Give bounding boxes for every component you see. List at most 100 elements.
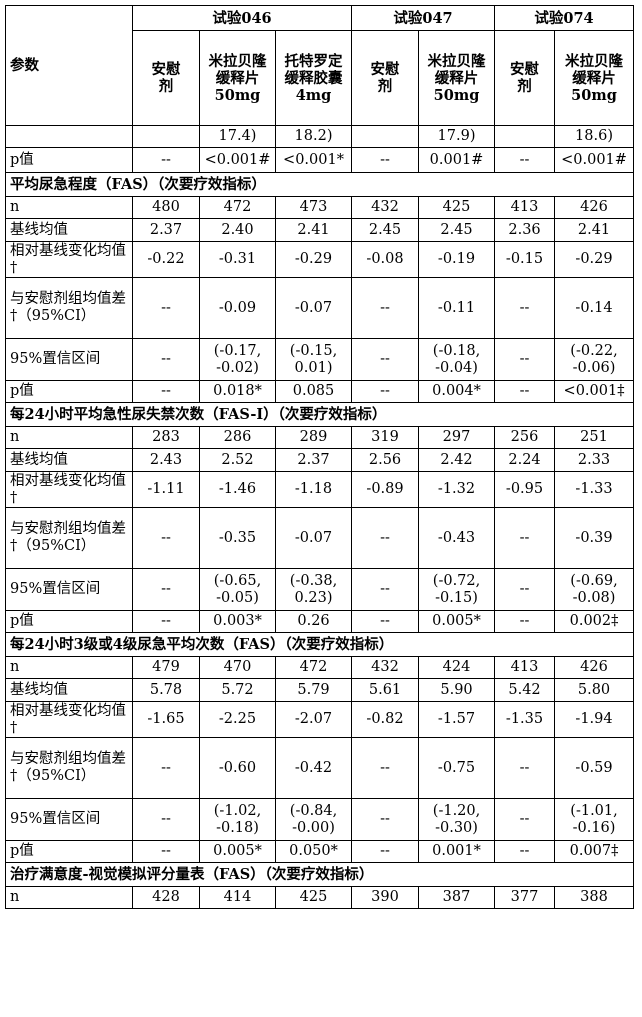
table-cell: (-0.65, -0.05) — [199, 568, 276, 611]
table-row: 95%置信区间 -- (-1.02, -0.18) (-0.84, -0.00) --(… — [5, 798, 635, 841]
table-cell: 388 — [554, 886, 635, 909]
table-cell: 297 — [418, 426, 496, 449]
table-cell: -- — [351, 147, 420, 173]
table-cell: 428 — [132, 886, 200, 909]
arm-header: 米拉贝隆缓释片50mg — [418, 30, 496, 126]
table-cell: (-1.02, -0.18) — [199, 798, 276, 841]
table-cell: 413 — [494, 196, 556, 219]
table-cell: (-0.18, -0.04) — [418, 338, 496, 381]
table-cell: -1.65 — [132, 701, 200, 738]
row-label: p值 — [5, 147, 133, 173]
table-cell: (-0.72, -0.15) — [418, 568, 496, 611]
table-cell: 424 — [418, 656, 496, 679]
table-cell: 319 — [351, 426, 420, 449]
table-cell: 0.050* — [274, 840, 353, 863]
table-cell: -- — [132, 277, 200, 339]
table-cell: 17.4) — [199, 125, 276, 148]
table-cell: -- — [351, 737, 420, 799]
table-cell: 426 — [554, 656, 635, 679]
trial-header: 试验046 — [131, 5, 353, 31]
table-body: 17.4) 18.2) 17.9) 18.6) p值 -- <0.001# <0… — [4, 125, 635, 909]
table-cell: 2.45 — [418, 218, 496, 242]
row-label: n — [5, 656, 133, 679]
table-cell: 251 — [554, 426, 635, 449]
table-cell: -- — [494, 840, 556, 863]
table-cell — [494, 125, 556, 148]
table-cell: -0.29 — [554, 241, 635, 278]
table-cell: -- — [132, 338, 200, 381]
table-cell: -0.09 — [199, 277, 276, 339]
table-cell: 5.78 — [132, 678, 200, 702]
arm-header: 托特罗定缓释胶囊4mg — [274, 30, 353, 126]
table-cell: <0.001‡ — [554, 380, 635, 403]
table-cell: 2.41 — [274, 218, 353, 242]
table-cell: -- — [494, 568, 556, 611]
table-cell: 425 — [418, 196, 496, 219]
table-cell: -0.60 — [199, 737, 276, 799]
table-cell: -2.07 — [274, 701, 353, 738]
table-cell: (-0.38, 0.23) — [274, 568, 353, 611]
row-label: p值 — [5, 610, 133, 633]
table-cell: 2.52 — [199, 448, 276, 472]
table-cell: -- — [494, 610, 556, 633]
table-cell: -0.42 — [274, 737, 353, 799]
row-label: 与安慰剂组均值差†（95%CI） — [5, 737, 133, 799]
table-cell: 2.24 — [494, 448, 556, 472]
table-cell: 377 — [494, 886, 556, 909]
table-cell: -0.59 — [554, 737, 635, 799]
table-cell: -0.19 — [418, 241, 496, 278]
table-cell: 425 — [274, 886, 353, 909]
table-row: n 283 286 289 319 297 256 251 — [5, 426, 635, 449]
table-cell: -- — [351, 840, 420, 863]
table-cell: 5.42 — [494, 678, 556, 702]
table-row: p值 -- <0.001# <0.001* -- 0.001# -- <0.00… — [5, 147, 635, 173]
section-title: 每24小时平均急性尿失禁次数（FAS-I）（次要疗效指标） — [4, 402, 635, 427]
table-cell: (-0.15, 0.01) — [274, 338, 353, 381]
table-cell: -- — [132, 380, 200, 403]
table-cell: 283 — [132, 426, 200, 449]
row-label: n — [5, 196, 133, 219]
table-cell: -- — [132, 798, 200, 841]
table-row: 相对基线变化均值† -1.11 -1.46 -1.18 -0.89 -1.32 -0.95-… — [5, 471, 635, 508]
efficacy-table: 参数 试验046 试验047 试验074 安慰剂 米拉贝隆缓释片50mg 托特罗… — [4, 5, 635, 909]
table-cell: -0.39 — [554, 507, 635, 569]
table-cell: 0.001# — [418, 147, 496, 173]
table-header: 参数 试验046 试验047 试验074 安慰剂 米拉贝隆缓释片50mg 托特罗… — [5, 5, 635, 126]
table-cell: 5.61 — [351, 678, 420, 702]
section-header-row: 治疗满意度-视觉模拟评分量表（FAS）（次要疗效指标） — [4, 862, 635, 887]
table-cell: -- — [132, 507, 200, 569]
table-cell: -- — [132, 147, 200, 173]
table-cell: 414 — [199, 886, 276, 909]
table-cell: 2.33 — [554, 448, 635, 472]
table-cell: 5.90 — [418, 678, 496, 702]
table-cell: 0.005* — [199, 840, 276, 863]
row-label: 95%置信区间 — [5, 338, 133, 381]
table-cell: -- — [494, 798, 556, 841]
table-cell: -0.22 — [132, 241, 200, 278]
table-row: 相对基线变化均值† -0.22 -0.31 -0.29 -0.08 -0.19 -0.15-… — [5, 241, 635, 278]
table-cell: <0.001# — [199, 147, 276, 173]
table-cell — [132, 125, 200, 148]
table-cell: 472 — [274, 656, 353, 679]
table-cell: 0.018* — [199, 380, 276, 403]
table-cell: -2.25 — [199, 701, 276, 738]
table-cell: -- — [351, 338, 420, 381]
table-cell: 480 — [132, 196, 200, 219]
table-cell: -- — [351, 507, 420, 569]
table-cell: -1.57 — [418, 701, 496, 738]
table-cell: 432 — [351, 656, 420, 679]
table-cell: 479 — [132, 656, 200, 679]
section-title: 平均尿急程度（FAS）（次要疗效指标） — [4, 172, 635, 197]
table-cell: -- — [132, 610, 200, 633]
arm-header: 米拉贝隆缓释片50mg — [554, 30, 635, 126]
table-cell: 0.003* — [199, 610, 276, 633]
table-cell: -0.75 — [418, 737, 496, 799]
table-cell: -- — [351, 277, 420, 339]
section-header-row: 每24小时平均急性尿失禁次数（FAS-I）（次要疗效指标） — [4, 402, 635, 427]
table-cell: (-0.22, -0.06) — [554, 338, 635, 381]
table-cell: -0.95 — [494, 471, 556, 508]
table-cell: 470 — [199, 656, 276, 679]
table-cell: 5.79 — [274, 678, 353, 702]
table-row: 基线均值 2.37 2.40 2.41 2.45 2.45 2.36 2.41 — [5, 218, 635, 242]
row-label: n — [5, 886, 133, 909]
